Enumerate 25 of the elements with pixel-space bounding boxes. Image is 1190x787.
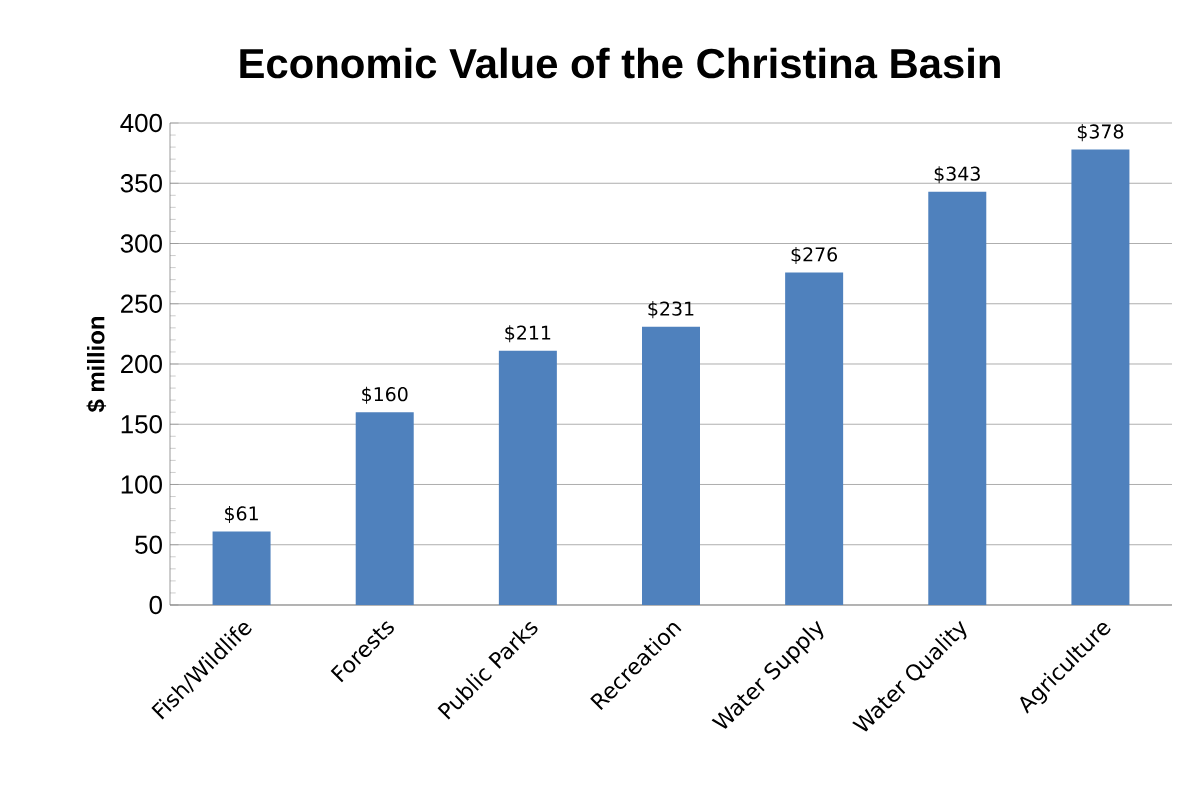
- y-tick-label: 300: [120, 234, 162, 253]
- bar: [642, 326, 700, 605]
- bar: [928, 191, 987, 605]
- y-tick-label: 250: [121, 294, 162, 313]
- data-label: $378: [1077, 123, 1124, 142]
- data-label: $61: [225, 505, 258, 524]
- y-tick-label: 100: [121, 475, 162, 494]
- y-tick-label: 50: [135, 535, 162, 554]
- bar: [355, 412, 414, 605]
- data-label: $276: [791, 246, 838, 265]
- y-tick-label: 0: [149, 595, 162, 615]
- chart-title: Economic Value of the Christina Basin: [240, 47, 1000, 79]
- y-tick-label: 150: [121, 415, 162, 434]
- data-label: $160: [362, 386, 408, 404]
- bar: [498, 350, 557, 605]
- bar: [785, 272, 844, 605]
- y-axis-title: $ million: [86, 316, 107, 413]
- y-tick-label: 200: [121, 354, 162, 374]
- data-label: $231: [648, 301, 694, 319]
- y-tick-label: 350: [120, 174, 162, 193]
- bar: [212, 531, 271, 605]
- data-label: $343: [934, 166, 980, 184]
- data-label: $211: [505, 325, 551, 343]
- bar: [1071, 149, 1130, 605]
- y-tick-label: 400: [120, 113, 162, 133]
